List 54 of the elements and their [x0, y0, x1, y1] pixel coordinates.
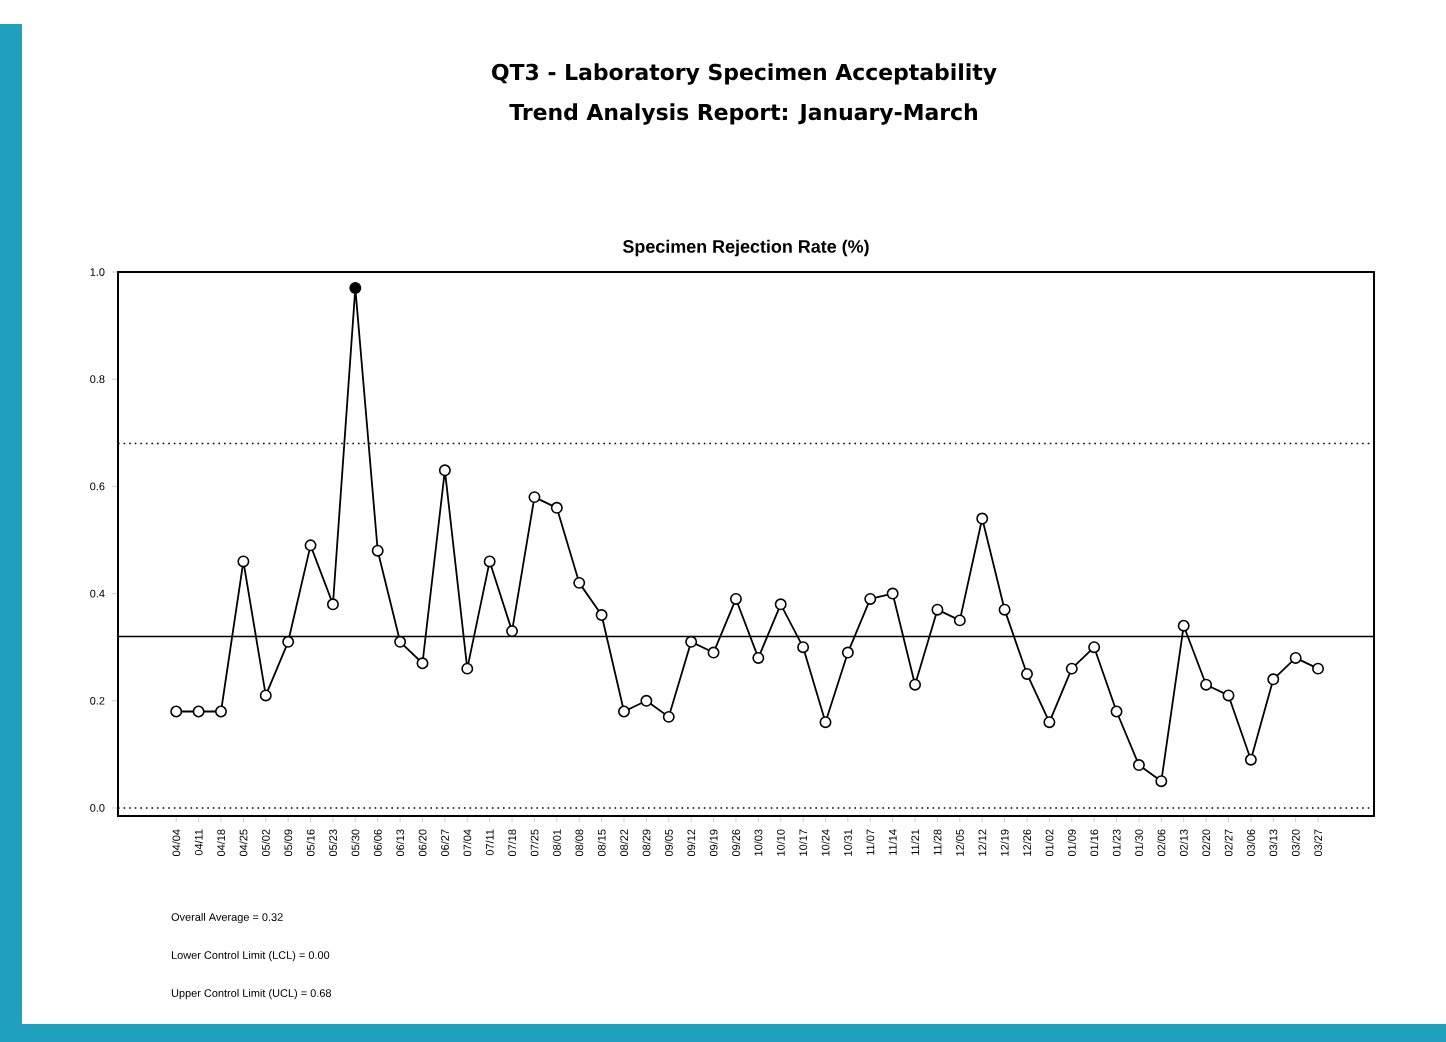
point: [416, 657, 429, 670]
point: [618, 705, 630, 718]
point: [259, 689, 272, 702]
point: [774, 598, 787, 611]
point: [998, 603, 1011, 616]
point: [528, 491, 541, 504]
point: [729, 592, 742, 605]
point: [461, 662, 474, 675]
point: [170, 705, 183, 718]
point: [886, 587, 899, 600]
chart-subtitle: Trend Analysis Report: January-March: [509, 103, 977, 125]
point: [953, 614, 966, 627]
point: [438, 464, 451, 477]
point: [349, 282, 362, 295]
point: [394, 635, 407, 648]
point: [192, 705, 205, 718]
point: [752, 651, 765, 664]
point: [1155, 775, 1168, 788]
point: [662, 710, 675, 723]
point: [1312, 662, 1325, 675]
point: [237, 555, 250, 568]
point: [976, 512, 989, 525]
point: [1289, 651, 1302, 664]
point: [797, 641, 810, 654]
point: [304, 539, 317, 552]
point: [282, 635, 295, 648]
point: [841, 646, 854, 659]
point: [1088, 641, 1101, 654]
point: [1043, 716, 1056, 729]
point: [1132, 759, 1145, 772]
point: [864, 592, 877, 605]
point: [707, 646, 720, 659]
text: Specimen Rejection Rate (%): [622, 239, 869, 257]
point: [326, 598, 339, 611]
point: [483, 555, 496, 568]
point: [931, 603, 944, 616]
point: [909, 678, 922, 691]
point: [1200, 678, 1213, 691]
point: [640, 694, 653, 707]
point: [685, 635, 698, 648]
point: [819, 716, 832, 729]
point: [1222, 689, 1235, 702]
point: [215, 705, 227, 718]
point: [1244, 753, 1257, 766]
point: [573, 576, 586, 589]
point: [1065, 662, 1078, 675]
point: [371, 544, 384, 557]
point: [550, 501, 563, 514]
point: [1110, 705, 1123, 718]
point: [1021, 668, 1033, 680]
point: [595, 609, 608, 621]
chart-title: QT3 - Laboratory Specimen Acceptability: [492, 63, 997, 85]
point: [1177, 619, 1190, 632]
point: [1267, 673, 1280, 686]
